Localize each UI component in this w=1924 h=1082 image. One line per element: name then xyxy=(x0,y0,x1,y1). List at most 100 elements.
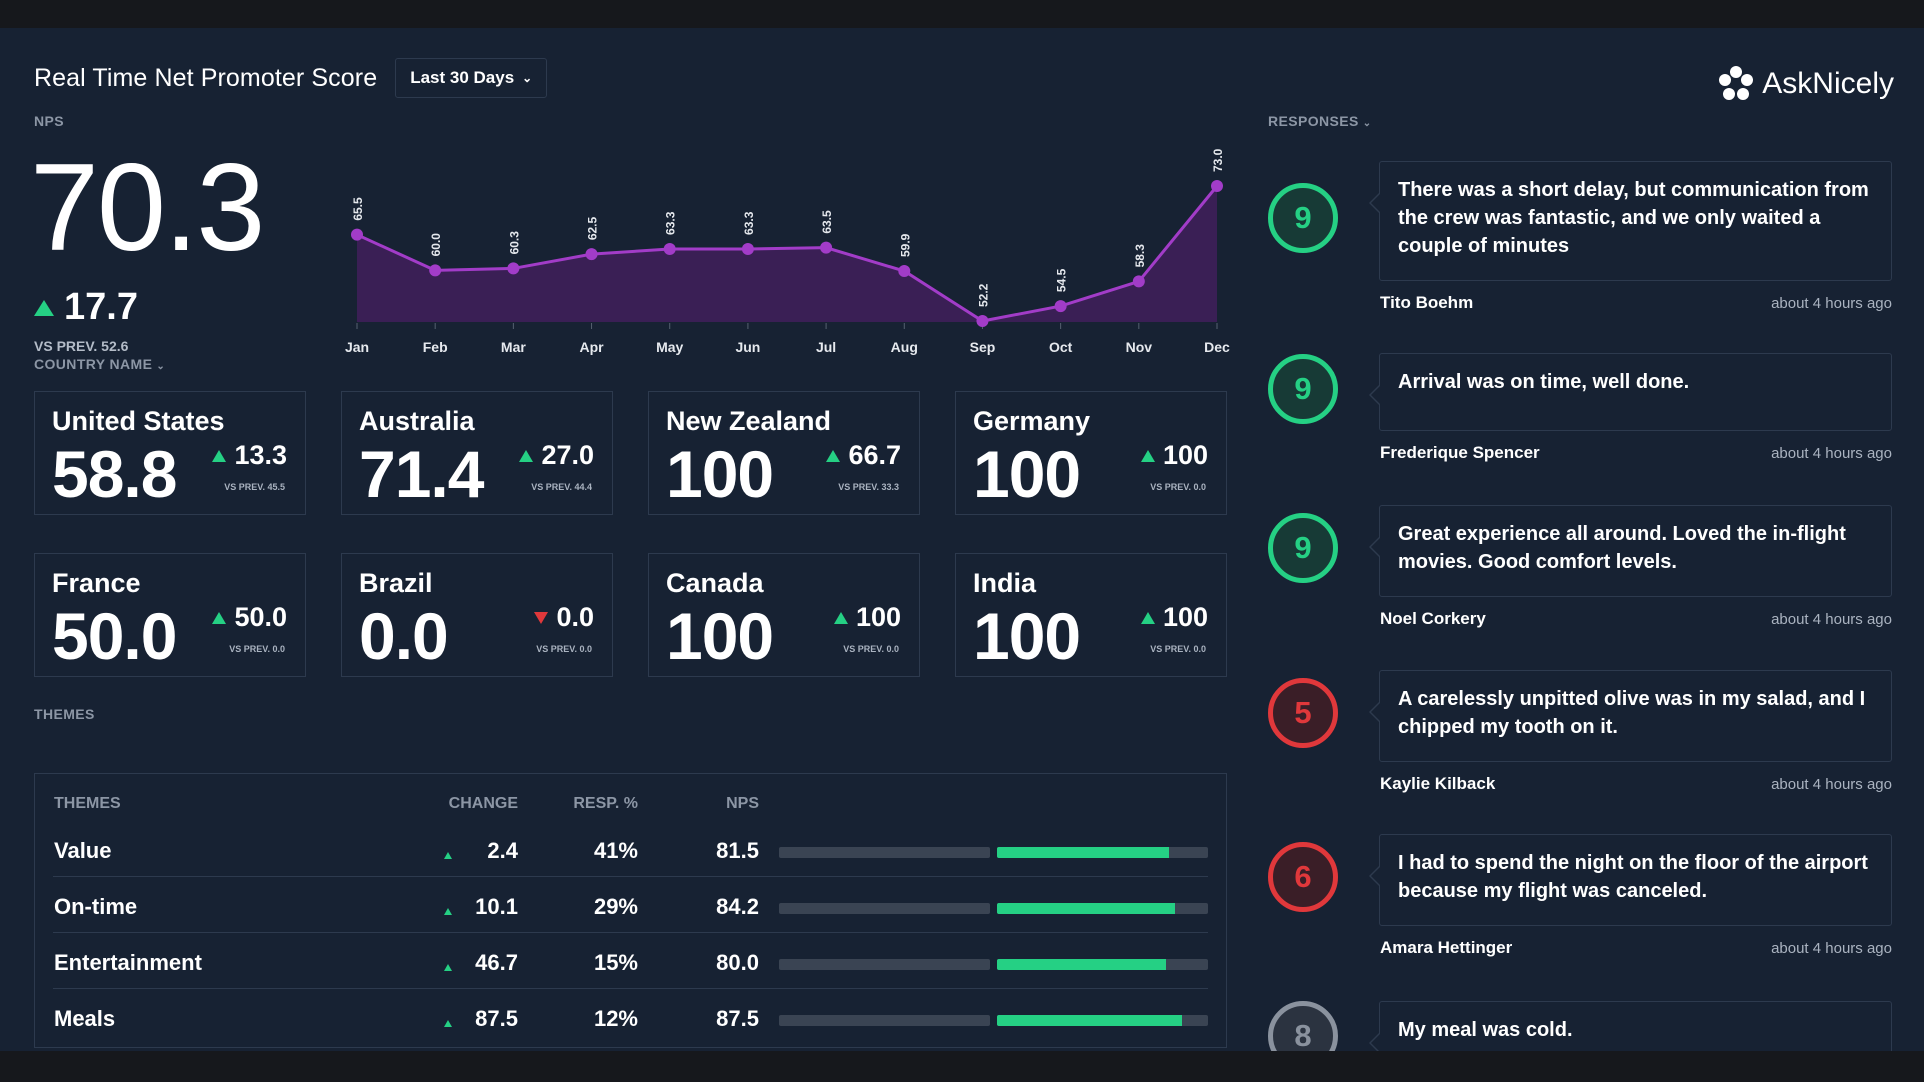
theme-row[interactable]: On-time 10.1 29% 84.2 xyxy=(35,877,1226,933)
data-label: 63.3 xyxy=(664,211,678,235)
country-card[interactable]: Canada 100 100 VS PREV. 0.0 xyxy=(648,553,920,677)
country-card[interactable]: Germany 100 100 VS PREV. 0.0 xyxy=(955,391,1227,515)
nps-bar-fill xyxy=(997,847,1169,858)
nps-delta: 17.7 xyxy=(34,286,138,329)
score-badge: 9 xyxy=(1268,183,1338,253)
data-point[interactable] xyxy=(429,264,442,277)
data-point[interactable] xyxy=(1054,300,1067,313)
data-label: 62.5 xyxy=(586,216,600,240)
score-badge: 6 xyxy=(1268,842,1338,912)
country-name: Canada xyxy=(666,568,764,598)
data-label: 52.2 xyxy=(976,283,990,307)
data-point[interactable] xyxy=(741,242,754,255)
theme-row[interactable]: Value 2.4 41% 81.5 xyxy=(35,821,1226,877)
logo-text: AskNicely xyxy=(1762,67,1894,100)
data-point[interactable] xyxy=(663,242,676,255)
trend-up-icon xyxy=(34,299,54,316)
country-prev: VS PREV. 0.0 xyxy=(536,644,592,654)
data-point[interactable] xyxy=(1132,275,1145,288)
country-prev: VS PREV. 0.0 xyxy=(1150,644,1206,654)
theme-name: Entertainment xyxy=(54,950,202,975)
country-card[interactable]: France 50.0 50.0 VS PREV. 0.0 xyxy=(34,553,306,677)
nps-negative-bar xyxy=(779,959,990,970)
trend-up-icon xyxy=(519,449,534,462)
x-tick-label: Jun xyxy=(735,339,760,355)
data-point[interactable] xyxy=(351,228,363,241)
data-label: 73.0 xyxy=(1211,148,1225,172)
theme-row[interactable]: Meals 87.5 12% 87.5 xyxy=(35,989,1226,1045)
x-tick-label: Nov xyxy=(1126,339,1153,355)
nps-positive-bar xyxy=(997,959,1208,970)
country-filter-label[interactable]: COUNTRY NAME ⌄ xyxy=(34,356,165,372)
score-value: 5 xyxy=(1294,695,1312,730)
country-delta: 0.0 xyxy=(534,602,594,633)
score-value: 9 xyxy=(1294,530,1312,565)
comment-text: Great experience all around. Loved the i… xyxy=(1398,523,1846,573)
trend-up-icon xyxy=(833,611,848,624)
chevron-down-icon: ⌄ xyxy=(522,71,533,85)
respondent-name: Frederique Spencer xyxy=(1380,443,1540,462)
country-card[interactable]: New Zealand 100 66.7 VS PREV. 33.3 xyxy=(648,391,920,515)
x-tick-label: Oct xyxy=(1049,339,1073,355)
data-label: 60.0 xyxy=(429,233,443,257)
data-point[interactable] xyxy=(976,315,989,327)
x-tick-label: Aug xyxy=(891,339,918,355)
country-delta: 100 xyxy=(1140,602,1208,633)
country-prev: VS PREV. 0.0 xyxy=(843,644,899,654)
score-badge: 8 xyxy=(1268,1001,1338,1051)
theme-nps: 81.5 xyxy=(716,838,759,863)
responses-filter-label[interactable]: RESPONSES ⌄ xyxy=(1268,113,1372,129)
comment-text: Arrival was on time, well done. xyxy=(1398,371,1690,393)
country-score: 100 xyxy=(973,437,1081,511)
data-label: 63.3 xyxy=(742,211,756,235)
country-delta: 66.7 xyxy=(826,440,901,471)
country-card[interactable]: India 100 100 VS PREV. 0.0 xyxy=(955,553,1227,677)
nps-col-header: NPS xyxy=(726,795,759,812)
data-label: 63.5 xyxy=(820,210,834,234)
theme-row[interactable]: Entertainment 46.7 15% 80.0 xyxy=(35,933,1226,989)
data-point[interactable] xyxy=(1211,180,1223,192)
country-card[interactable]: Australia 71.4 27.0 VS PREV. 44.4 xyxy=(341,391,613,515)
date-range-dropdown[interactable]: Last 30 Days ⌄ xyxy=(395,58,548,98)
x-tick-label: Jul xyxy=(816,339,836,355)
country-delta: 50.0 xyxy=(212,602,287,633)
country-score: 100 xyxy=(666,437,774,511)
country-prev: VS PREV. 0.0 xyxy=(1150,482,1206,492)
nps-bar-fill xyxy=(997,1015,1182,1026)
country-delta-value: 50.0 xyxy=(234,602,287,632)
score-value: 9 xyxy=(1294,371,1312,406)
data-point[interactable] xyxy=(585,248,598,261)
x-tick-label: Jan xyxy=(345,339,369,355)
x-tick-label: Dec xyxy=(1204,339,1230,355)
country-name: Germany xyxy=(973,406,1091,436)
respondent-name: Kaylie Kilback xyxy=(1380,774,1496,793)
trend-up-icon xyxy=(1140,611,1155,624)
theme-change: 10.1 xyxy=(475,894,518,919)
theme-resp: 15% xyxy=(593,950,638,975)
data-point[interactable] xyxy=(820,241,833,254)
data-point[interactable] xyxy=(507,262,520,275)
country-card[interactable]: United States 58.8 13.3 VS PREV. 45.5 xyxy=(34,391,306,515)
row-divider xyxy=(53,876,1208,877)
nps-delta-value: 17.7 xyxy=(64,286,138,328)
nps-positive-bar xyxy=(997,1015,1208,1026)
nps-positive-bar xyxy=(997,903,1208,914)
nps-bar-fill xyxy=(997,903,1175,914)
response-comment: My meal was cold. xyxy=(1369,1001,1892,1051)
country-score: 71.4 xyxy=(359,437,484,511)
row-divider xyxy=(53,932,1208,933)
themes-col-header: THEMES xyxy=(54,795,121,812)
country-card[interactable]: Brazil 0.0 0.0 VS PREV. 0.0 xyxy=(341,553,613,677)
date-range-label: Last 30 Days xyxy=(410,68,515,87)
themes-label: THEMES xyxy=(34,706,95,722)
data-label: 60.3 xyxy=(507,231,521,255)
country-filter-text: COUNTRY NAME xyxy=(34,356,153,372)
comment-text: I had to spend the night on the floor of… xyxy=(1398,852,1868,902)
data-label: 54.5 xyxy=(1055,268,1069,292)
theme-name: On-time xyxy=(54,894,138,919)
country-delta: 100 xyxy=(833,602,901,633)
chart-line xyxy=(356,185,1219,323)
theme-resp: 12% xyxy=(593,1006,638,1031)
data-point[interactable] xyxy=(898,265,911,278)
change-up-icon xyxy=(444,846,452,864)
